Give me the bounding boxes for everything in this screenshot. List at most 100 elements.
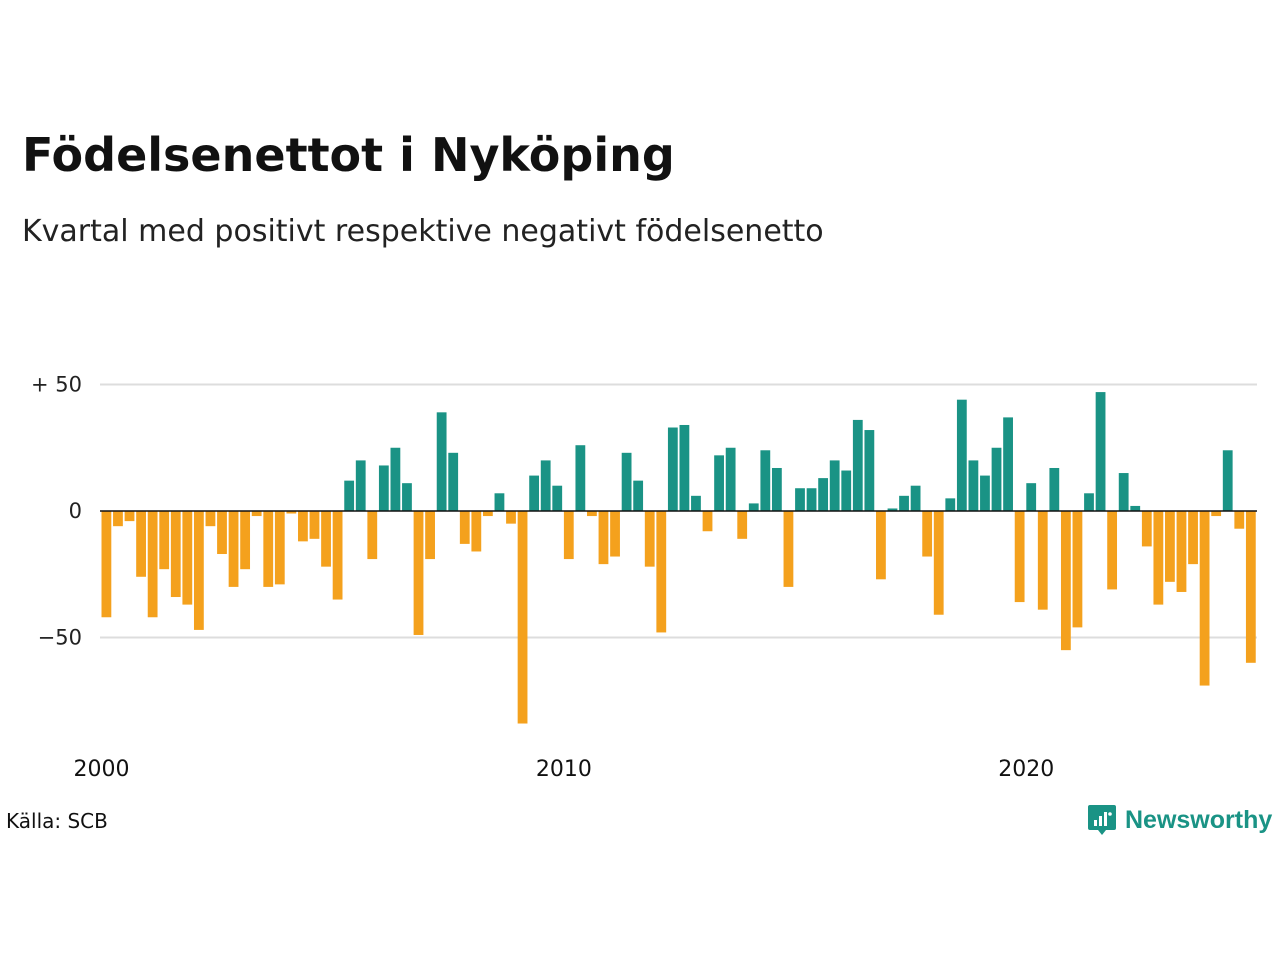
- bar: [1211, 511, 1222, 517]
- bar: [829, 460, 840, 511]
- newsworthy-logo-text: Newsworthy: [1125, 805, 1273, 834]
- y-tick-label: −50: [38, 626, 82, 650]
- bar: [876, 511, 886, 580]
- bar: [170, 511, 181, 598]
- x-tick-label: 2010: [536, 757, 592, 782]
- bar: [598, 511, 609, 565]
- bar: [795, 488, 805, 511]
- bar: [390, 447, 401, 511]
- bar: [1037, 511, 1048, 610]
- bar: [922, 511, 933, 557]
- bar: [321, 511, 331, 567]
- bar: [1153, 511, 1164, 605]
- bar: [413, 511, 424, 635]
- bar: [1026, 483, 1037, 511]
- bar: [1165, 511, 1175, 582]
- bar: [402, 483, 412, 511]
- y-axis-tick-labels: + 50 0 −50: [31, 373, 82, 650]
- bar: [1060, 511, 1071, 651]
- bar: [355, 460, 366, 511]
- bar: [575, 445, 586, 511]
- bar: [448, 452, 459, 511]
- bar: [482, 511, 493, 517]
- bar: [228, 511, 239, 587]
- bar: [1234, 511, 1245, 529]
- bar: [980, 475, 990, 511]
- chart-subtitle: Kvartal med positivt respektive negativt…: [22, 214, 824, 249]
- bar: [956, 399, 967, 511]
- bar: [714, 455, 724, 511]
- x-tick-label: 2000: [74, 757, 130, 782]
- bar: [529, 475, 540, 511]
- bar: [644, 511, 655, 567]
- bar: [656, 511, 667, 633]
- bar: [506, 511, 516, 524]
- bar: [771, 467, 782, 511]
- chart-title: Födelsenettot i Nyköping: [22, 128, 675, 182]
- bar: [240, 511, 251, 570]
- bar: [725, 447, 736, 511]
- bar: [274, 511, 285, 585]
- bar: [298, 511, 308, 542]
- bar: [702, 511, 713, 532]
- bar: [147, 511, 158, 618]
- bar: [378, 465, 389, 511]
- bar: [691, 495, 701, 511]
- bar: [933, 511, 944, 615]
- source-note: Källa: SCB: [6, 809, 108, 833]
- bar: [945, 498, 956, 511]
- bar: [806, 488, 817, 511]
- bar: [182, 511, 193, 605]
- bar: [587, 511, 597, 517]
- bar: [332, 511, 343, 600]
- y-tick-label: 0: [69, 499, 82, 523]
- bar: [540, 460, 551, 511]
- bar: [748, 503, 759, 511]
- bar: [471, 511, 482, 552]
- bar: [1084, 493, 1094, 511]
- bar: [910, 485, 921, 511]
- bar: [679, 424, 690, 511]
- bar: [818, 478, 829, 511]
- bar: [552, 485, 563, 511]
- bar: [1199, 511, 1210, 686]
- bar: [887, 508, 898, 511]
- bar: [425, 511, 435, 560]
- bars: [101, 392, 1256, 724]
- bar: [494, 493, 505, 511]
- bar: [205, 511, 216, 527]
- bar: [621, 452, 632, 511]
- bar: [1003, 417, 1013, 511]
- bar: [217, 511, 227, 555]
- bar: [436, 412, 447, 511]
- newsworthy-logo-icon: [1088, 805, 1116, 835]
- bar: [1014, 511, 1025, 603]
- bar: [159, 511, 170, 570]
- bar: [667, 427, 678, 511]
- bar: [517, 511, 528, 724]
- x-tick-label: 2020: [998, 757, 1054, 782]
- bar: [1107, 511, 1118, 590]
- bar: [251, 511, 262, 517]
- bar: [1049, 467, 1060, 511]
- bar: [968, 460, 979, 511]
- bar: [1222, 450, 1233, 511]
- bar: [760, 450, 771, 511]
- bar: [263, 511, 274, 587]
- bar: [136, 511, 146, 577]
- newsworthy-logo: Newsworthy: [1087, 803, 1272, 837]
- bar: [101, 511, 112, 618]
- bar: [864, 430, 875, 511]
- bar: [1130, 505, 1141, 511]
- bar: [309, 511, 320, 539]
- bar: [633, 480, 644, 511]
- bar: [286, 511, 297, 514]
- bar: [852, 419, 863, 511]
- bar: [367, 511, 378, 560]
- bar: [459, 511, 470, 544]
- bar: [113, 511, 123, 527]
- bar: [1141, 511, 1152, 547]
- bar: [193, 511, 204, 630]
- bar: [737, 511, 748, 539]
